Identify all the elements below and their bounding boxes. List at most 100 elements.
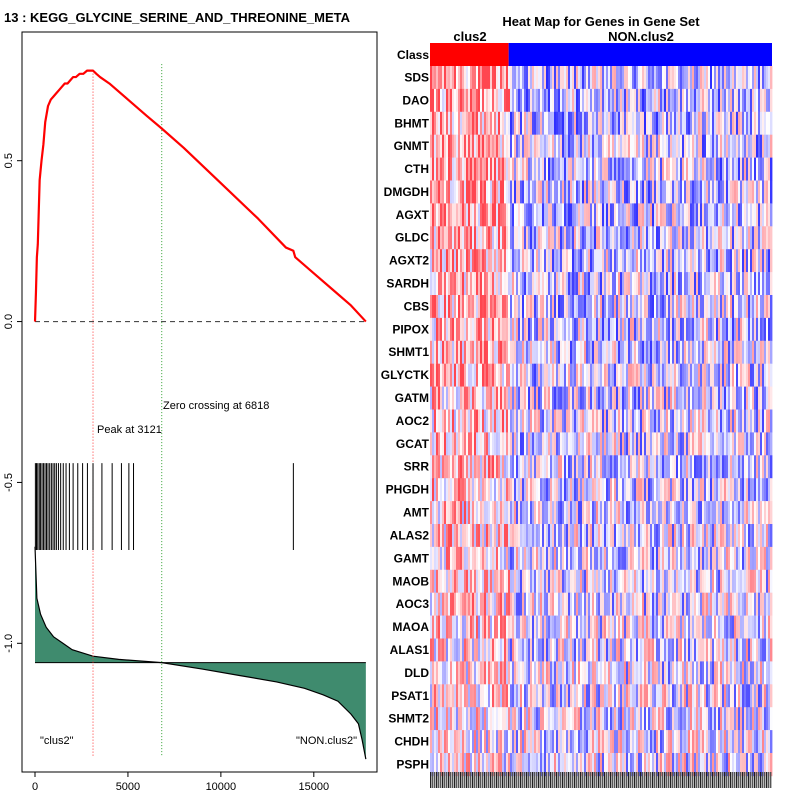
heatmap-cell	[636, 363, 639, 387]
heatmap-cell	[684, 524, 687, 548]
heatmap-cell	[554, 66, 557, 90]
heatmap-cell	[664, 88, 667, 113]
heatmap-cell	[520, 340, 523, 364]
heatmap-cell	[590, 661, 593, 685]
heatmap-cell	[482, 134, 485, 158]
heatmap-cell	[562, 478, 565, 502]
heatmap-cell	[626, 478, 629, 502]
heatmap-cell	[688, 684, 691, 708]
heatmap-cell	[760, 569, 763, 593]
heatmap-cell	[692, 455, 695, 479]
heatmap-cell	[644, 386, 647, 410]
heatmap-cell	[718, 386, 721, 410]
heatmap-cell	[748, 111, 751, 135]
heatmap-cell	[672, 524, 675, 548]
heatmap-cell	[692, 340, 695, 364]
heatmap-cell	[610, 615, 613, 639]
heatmap-cell	[468, 592, 471, 616]
heatmap-cell	[486, 295, 489, 319]
heatmap-cell	[534, 317, 537, 342]
heatmap-cell	[672, 569, 675, 593]
heatmap-cell	[466, 249, 469, 273]
heatmap-cell	[458, 272, 461, 296]
heatmap-cell	[450, 615, 453, 639]
heatmap-cell	[596, 569, 599, 593]
heatmap-cell	[760, 340, 763, 364]
heatmap-cell	[454, 661, 457, 685]
heatmap-cell	[736, 340, 739, 364]
heatmap-cell	[478, 111, 481, 135]
heatmap-cell	[632, 180, 635, 204]
heatmap-cell	[480, 249, 483, 273]
heatmap-cell	[730, 501, 733, 525]
heatmap-cell	[514, 661, 517, 685]
heatmap-cell	[574, 661, 577, 685]
heatmap-cell	[462, 569, 465, 593]
heatmap-cell	[506, 478, 509, 502]
heatmap-cell	[604, 180, 607, 204]
heatmap-cell	[470, 386, 473, 410]
heatmap-cell	[454, 501, 457, 525]
heatmap-cell	[752, 134, 755, 158]
heatmap-cell	[732, 180, 735, 204]
heatmap-cell	[710, 592, 713, 616]
heatmap-cell	[672, 66, 675, 90]
heatmap-cell	[586, 363, 589, 387]
heatmap-cell	[504, 707, 507, 731]
heatmap-cell	[620, 203, 623, 227]
heatmap-cell	[636, 272, 639, 296]
heatmap-cell	[582, 363, 585, 387]
heatmap-cell	[566, 88, 569, 113]
heatmap-cell	[452, 295, 455, 319]
heatmap-cell	[582, 638, 585, 662]
heatmap-cell	[488, 455, 491, 479]
heatmap-cell	[622, 226, 625, 250]
heatmap-cell	[544, 432, 547, 456]
heatmap-cell	[500, 432, 503, 456]
heatmap-cell	[432, 111, 435, 135]
heatmap-cell	[574, 134, 577, 158]
heatmap-cell	[676, 432, 679, 456]
heatmap-cell	[744, 340, 747, 364]
heatmap-cell	[482, 615, 485, 639]
heatmap-cell	[762, 592, 765, 616]
heatmap-cell	[438, 409, 441, 433]
heatmap-cell	[512, 638, 515, 662]
heatmap-cell	[576, 638, 579, 662]
heatmap-cell	[474, 157, 477, 181]
heatmap-cell	[666, 134, 669, 158]
heatmap-cell	[712, 615, 715, 639]
heatmap-cell	[712, 295, 715, 319]
heatmap-cell	[682, 592, 685, 616]
heatmap-cell	[554, 226, 557, 250]
heatmap-cell	[550, 524, 553, 548]
heatmap-cell	[532, 157, 535, 181]
heatmap-cell	[654, 111, 657, 135]
heatmap-cell	[620, 272, 623, 296]
heatmap-cell	[598, 501, 601, 525]
heatmap-cell	[436, 340, 439, 364]
heatmap-cell	[578, 615, 581, 639]
heatmap-cell	[588, 707, 591, 731]
heatmap-cell	[686, 661, 689, 685]
heatmap-cell	[758, 501, 761, 525]
heatmap-cell	[580, 226, 583, 250]
heatmap-cell	[760, 317, 763, 342]
heatmap-cell	[556, 295, 559, 319]
heatmap-cell	[452, 546, 455, 571]
heatmap-cell	[488, 363, 491, 387]
heatmap-cell	[516, 88, 519, 113]
heatmap-cell	[742, 226, 745, 250]
heatmap-cell	[456, 661, 459, 685]
heatmap-cell	[768, 88, 771, 113]
heatmap-cell	[510, 272, 513, 296]
heatmap-cell	[640, 157, 643, 181]
heatmap-cell	[768, 524, 771, 548]
heatmap-cell	[560, 88, 563, 113]
heatmap-cell	[760, 134, 763, 158]
heatmap-cell	[700, 684, 703, 708]
heatmap-cell	[528, 226, 531, 250]
heatmap-cell	[550, 478, 553, 502]
heatmap-cell	[704, 409, 707, 433]
heatmap-cell	[768, 592, 771, 616]
